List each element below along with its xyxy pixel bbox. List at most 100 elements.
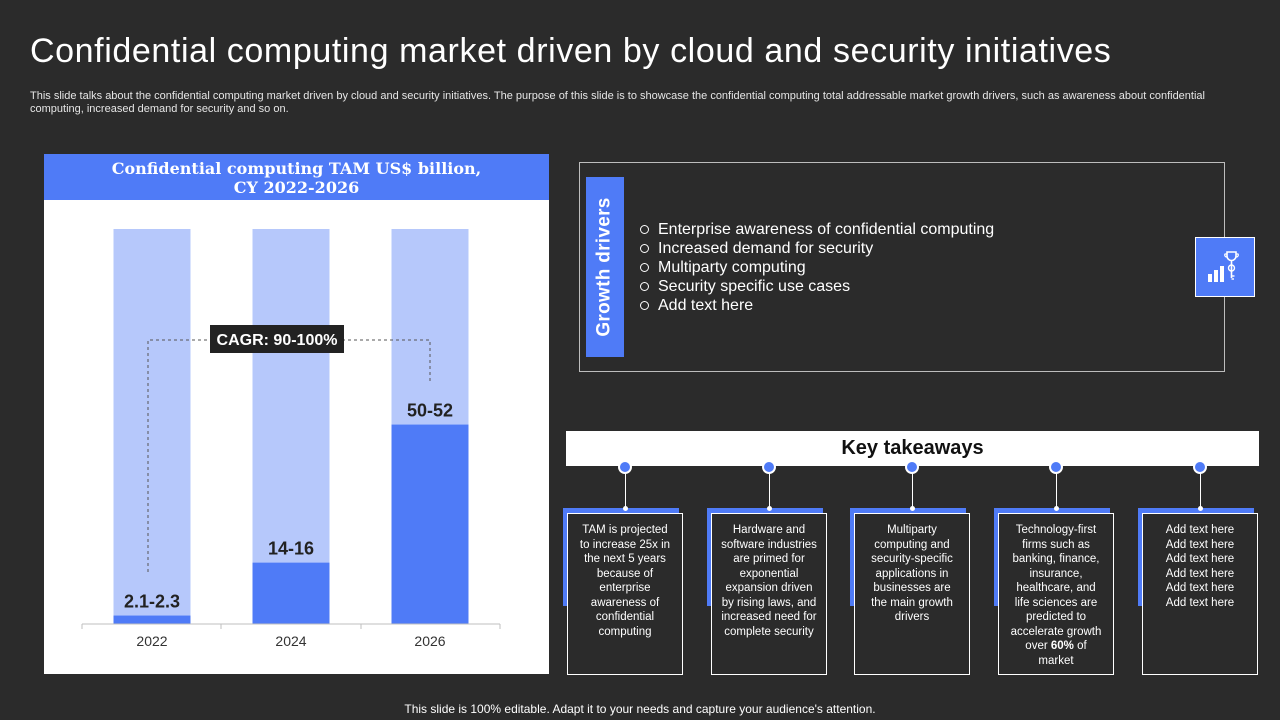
takeaway-text-line: enterprise — [599, 582, 651, 594]
takeaway-connector-end-1 — [623, 506, 628, 511]
takeaway-card-1: TAM is projected to increase 25x in the ne… — [567, 513, 683, 675]
growth-drivers-label: Growth drivers — [594, 197, 615, 337]
takeaway-dot-5 — [1193, 460, 1207, 474]
bar-background-2024 — [252, 229, 330, 624]
takeaway-dot-2 — [762, 460, 776, 474]
x-tick-label-2026: 2026 — [414, 633, 445, 649]
takeaway-text-line: increased need for — [721, 611, 817, 623]
takeaway-highlight-value: 60% — [1050, 640, 1074, 652]
chart-title-line-1: Confidential computing TAM US$ billion, — [111, 159, 482, 178]
takeaway-text-line: expansion driven — [725, 582, 813, 594]
takeaway-text-line: market — [1038, 654, 1074, 667]
circle-bullet-icon — [640, 282, 649, 291]
takeaway-text-line: Add text here — [1165, 524, 1235, 536]
takeaway-connector-4 — [1056, 472, 1057, 508]
takeaway-text-line: businesses are — [873, 582, 951, 594]
takeaway-text-line: computing and — [874, 538, 950, 551]
takeaway-text-line: accelerate growth — [1010, 625, 1102, 638]
circle-bullet-icon — [640, 244, 649, 253]
growth-driver-item: Security specific use cases — [640, 277, 994, 296]
takeaway-text-line: insurance, — [1029, 567, 1083, 580]
takeaway-text-line: over 60% of — [1005, 639, 1107, 654]
circle-bullet-icon — [640, 263, 649, 272]
takeaway-text-line: are primed for — [733, 553, 805, 565]
takeaway-text-line: drivers — [894, 611, 930, 623]
bar-background-2022 — [113, 229, 191, 624]
takeaway-text-line: awareness of — [590, 596, 660, 609]
takeaway-text-line: Add text here — [1165, 567, 1235, 580]
takeaway-connector-end-3 — [910, 506, 915, 511]
data-label-2024: 14-16 — [268, 539, 314, 559]
takeaway-text-line: the next 5 years — [584, 553, 666, 565]
bar-2026 — [391, 424, 469, 624]
takeaway-text-line: Add text here — [1165, 582, 1235, 594]
tam-bar-chart: 2.1-2.3 2022 14-16 2024 50-52 2026 CAGR: 90-10… — [81, 229, 501, 649]
takeaway-connector-end-5 — [1198, 506, 1203, 511]
growth-driver-text: Multiparty computing — [658, 259, 806, 276]
takeaway-text-line: exponential — [739, 567, 799, 580]
bar-2022 — [113, 615, 191, 624]
takeaway-card-4: Technology-first firms such as banking, fi… — [998, 513, 1114, 675]
takeaway-text-line: TAM is projected — [582, 524, 668, 536]
takeaway-text-line: complete security — [724, 625, 814, 638]
takeaway-text-line: firms such as — [1022, 538, 1090, 551]
growth-drivers-tab — [586, 177, 624, 357]
growth-driver-text: Enterprise awareness of confidential com… — [658, 221, 995, 238]
takeaway-connector-end-4 — [1054, 506, 1059, 511]
takeaway-text-line: Technology-first — [1015, 524, 1097, 536]
takeaway-card-2: Hardware and software industries are prime… — [711, 513, 827, 675]
takeaway-text-line: software industries — [721, 538, 817, 551]
slide-title: Confidential computing market driven by … — [30, 32, 1112, 70]
takeaway-text-prefix: over — [1025, 640, 1051, 652]
takeaway-text-suffix: of — [1073, 640, 1087, 652]
chart-title: Confidential computing TAM US$ billion, … — [44, 154, 549, 200]
circle-bullet-icon — [640, 225, 649, 234]
takeaway-text-line: Add text here — [1165, 596, 1235, 609]
takeaway-text-line: because of — [596, 567, 654, 580]
takeaway-connector-1 — [625, 472, 626, 508]
chart-title-line-2: CY 2022-2026 — [233, 178, 360, 197]
bar-2024 — [252, 562, 330, 624]
growth-driver-text: Add text here — [658, 297, 754, 314]
data-label-2022: 2.1-2.3 — [124, 592, 180, 612]
growth-trophy-icon — [1195, 237, 1255, 297]
growth-driver-item: Add text here — [640, 296, 994, 315]
takeaway-connector-3 — [912, 472, 913, 508]
takeaway-dot-1 — [618, 460, 632, 474]
cagr-annotation-text: CAGR: 90-100% — [217, 332, 338, 349]
takeaway-dot-3 — [905, 460, 919, 474]
takeaway-text-line: applications in — [875, 567, 949, 580]
takeaway-connector-5 — [1200, 472, 1201, 508]
takeaway-dot-4 — [1049, 460, 1063, 474]
takeaway-card-3: Multiparty computing and security-specific… — [854, 513, 970, 675]
takeaway-text-line: by rising laws, and — [721, 596, 817, 609]
takeaway-text-line: Hardware and — [732, 524, 806, 536]
takeaway-connector-2 — [769, 472, 770, 508]
takeaway-text-line: the main growth — [871, 596, 953, 609]
takeaway-text-line: Add text here — [1165, 538, 1235, 551]
growth-driver-item: Enterprise awareness of confidential com… — [640, 220, 994, 239]
x-tick-label-2024: 2024 — [275, 633, 306, 649]
takeaway-text-line: Multiparty — [887, 524, 937, 536]
takeaway-text-line: security-specific — [871, 553, 953, 565]
takeaway-card-5: Add text here Add text here Add text here A… — [1142, 513, 1258, 675]
takeaway-connector-end-2 — [767, 506, 772, 511]
takeaway-text-line: predicted to — [1025, 611, 1087, 623]
growth-driver-text: Security specific use cases — [658, 278, 851, 295]
growth-drivers-list: Enterprise awareness of confidential com… — [640, 220, 994, 315]
takeaway-text-line: healthcare, and — [1016, 582, 1096, 594]
takeaway-text-line: banking, finance, — [1012, 553, 1100, 565]
takeaway-text-line: confidential — [595, 611, 655, 623]
growth-driver-item: Increased demand for security — [640, 239, 994, 258]
takeaway-text-line: Add text here — [1165, 553, 1235, 565]
circle-bullet-icon — [640, 301, 649, 310]
growth-drivers-label-wrap: Growth drivers — [586, 177, 624, 357]
growth-driver-text: Increased demand for security — [658, 240, 874, 257]
takeaway-text-line: computing — [598, 625, 652, 638]
takeaway-text-line: to increase 25x in — [579, 538, 671, 551]
takeaway-text-line: life sciences are — [1014, 596, 1098, 609]
data-label-2026: 50-52 — [407, 401, 453, 421]
slide-subtitle: This slide talks about the confidential … — [30, 90, 1205, 115]
x-tick-label-2022: 2022 — [136, 633, 167, 649]
tam-chart-panel: 2.1-2.3 2022 14-16 2024 50-52 2026 CAGR: 90-10… — [44, 154, 549, 674]
